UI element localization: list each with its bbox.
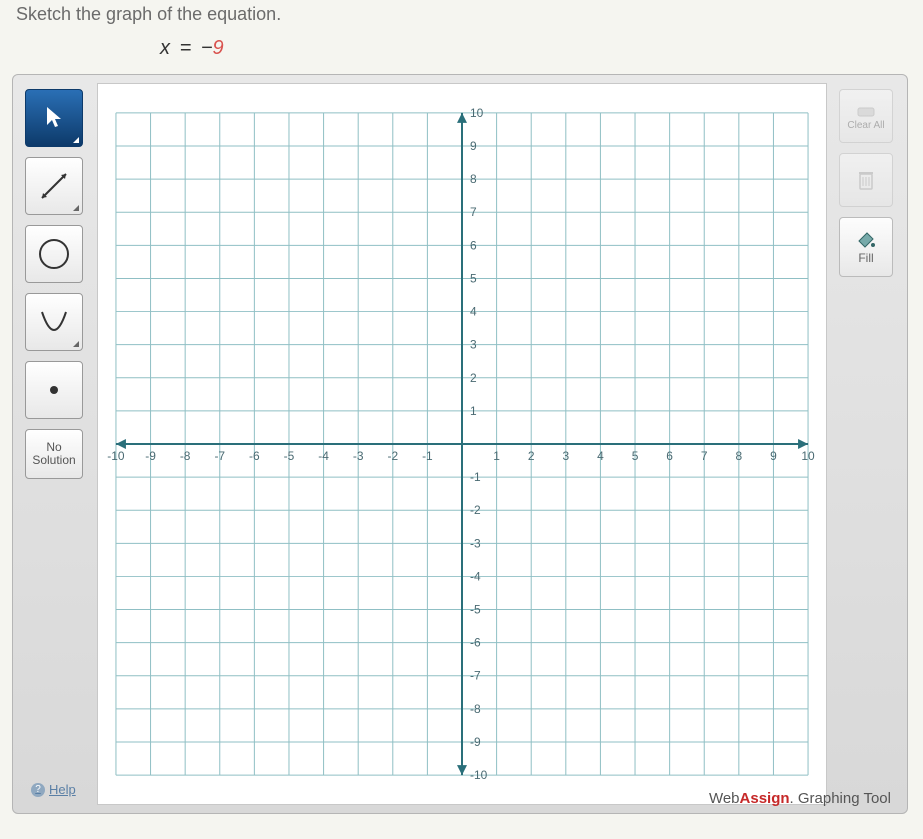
svg-text:4: 4 [470, 305, 477, 319]
fill-icon [855, 229, 877, 251]
svg-text:1: 1 [470, 404, 477, 418]
equation-neg: − [201, 37, 213, 59]
svg-text:2: 2 [528, 449, 535, 463]
trash-icon [856, 168, 876, 192]
fill-button[interactable]: Fill [839, 217, 893, 277]
svg-text:-5: -5 [284, 449, 295, 463]
brand-bold: Assign [740, 790, 790, 807]
svg-text:-7: -7 [470, 669, 481, 683]
equation: x = −9 [0, 33, 923, 74]
clear-all-label: Clear All [847, 120, 884, 131]
svg-text:-1: -1 [470, 470, 481, 484]
equation-eq: = [180, 37, 192, 59]
svg-text:-9: -9 [145, 449, 156, 463]
svg-text:6: 6 [470, 238, 477, 252]
svg-text:-8: -8 [180, 449, 191, 463]
pointer-icon [44, 105, 64, 131]
svg-text:2: 2 [470, 371, 477, 385]
help-link[interactable]: ? Help [25, 776, 87, 799]
question-prompt: Sketch the graph of the equation. [0, 0, 923, 33]
svg-text:-4: -4 [470, 569, 481, 583]
pointer-tool-button[interactable] [25, 89, 83, 147]
dropdown-indicator-icon [73, 205, 79, 211]
footer-brand: WebAssign. Graphing Tool [709, 790, 891, 807]
svg-text:3: 3 [562, 449, 569, 463]
svg-text:7: 7 [701, 449, 708, 463]
svg-text:8: 8 [736, 449, 743, 463]
svg-text:5: 5 [470, 271, 477, 285]
point-icon [48, 384, 60, 396]
circle-tool-button[interactable] [25, 225, 83, 283]
svg-text:9: 9 [770, 449, 777, 463]
svg-text:3: 3 [470, 338, 477, 352]
svg-text:-6: -6 [470, 636, 481, 650]
svg-text:-1: -1 [422, 449, 433, 463]
svg-text:-3: -3 [353, 449, 364, 463]
svg-text:-4: -4 [318, 449, 329, 463]
graph-canvas[interactable]: -10 -9 -8 -7 -6 -5 -4 -3 -2 -1 1 2 3 4 5 6 7 8 9 10 10 9 8 7 6 5 4… [97, 83, 827, 805]
svg-text:9: 9 [470, 139, 477, 153]
svg-text:7: 7 [470, 205, 477, 219]
parabola-tool-button[interactable] [25, 293, 83, 351]
svg-text:-10: -10 [107, 449, 125, 463]
svg-text:-2: -2 [470, 503, 481, 517]
equation-lhs: x [160, 37, 170, 59]
line-tool-button[interactable] [25, 157, 83, 215]
svg-text:-8: -8 [470, 702, 481, 716]
svg-text:6: 6 [666, 449, 673, 463]
svg-text:-7: -7 [214, 449, 225, 463]
svg-text:5: 5 [632, 449, 639, 463]
help-label: Help [49, 782, 76, 797]
coordinate-grid: -10 -9 -8 -7 -6 -5 -4 -3 -2 -1 1 2 3 4 5 6 7 8 9 10 10 9 8 7 6 5 4… [98, 84, 826, 804]
equation-value: 9 [213, 37, 224, 59]
brand-suffix: . Graphing Tool [790, 790, 891, 807]
dropdown-indicator-icon [73, 137, 79, 143]
clear-all-button[interactable]: Clear All [839, 89, 893, 143]
svg-text:8: 8 [470, 172, 477, 186]
svg-text:-6: -6 [249, 449, 260, 463]
dropdown-indicator-icon [73, 341, 79, 347]
help-icon: ? [31, 783, 45, 797]
svg-text:10: 10 [801, 449, 815, 463]
graphing-tool-panel: No Solution ? Help -10-9-8-7-6-5-4-3-2-1… [12, 74, 908, 814]
svg-text:-9: -9 [470, 735, 481, 749]
svg-text:10: 10 [470, 106, 484, 120]
circle-icon [36, 236, 72, 272]
svg-text:-10: -10 [470, 768, 488, 782]
right-toolbar: Clear All Fill [833, 83, 899, 805]
left-toolbar: No Solution ? Help [21, 83, 91, 805]
eraser-icon [855, 102, 877, 120]
line-icon [37, 169, 71, 203]
svg-text:1: 1 [493, 449, 500, 463]
no-solution-button[interactable]: No Solution [25, 429, 83, 479]
point-tool-button[interactable] [25, 361, 83, 419]
parabola-icon [36, 304, 72, 340]
delete-button[interactable] [839, 153, 893, 207]
no-solution-label-2: Solution [32, 454, 75, 467]
svg-text:-3: -3 [470, 536, 481, 550]
fill-label: Fill [858, 251, 873, 265]
brand-prefix: Web [709, 790, 740, 807]
svg-text:4: 4 [597, 449, 604, 463]
svg-text:-5: -5 [470, 603, 481, 617]
svg-text:-2: -2 [387, 449, 398, 463]
